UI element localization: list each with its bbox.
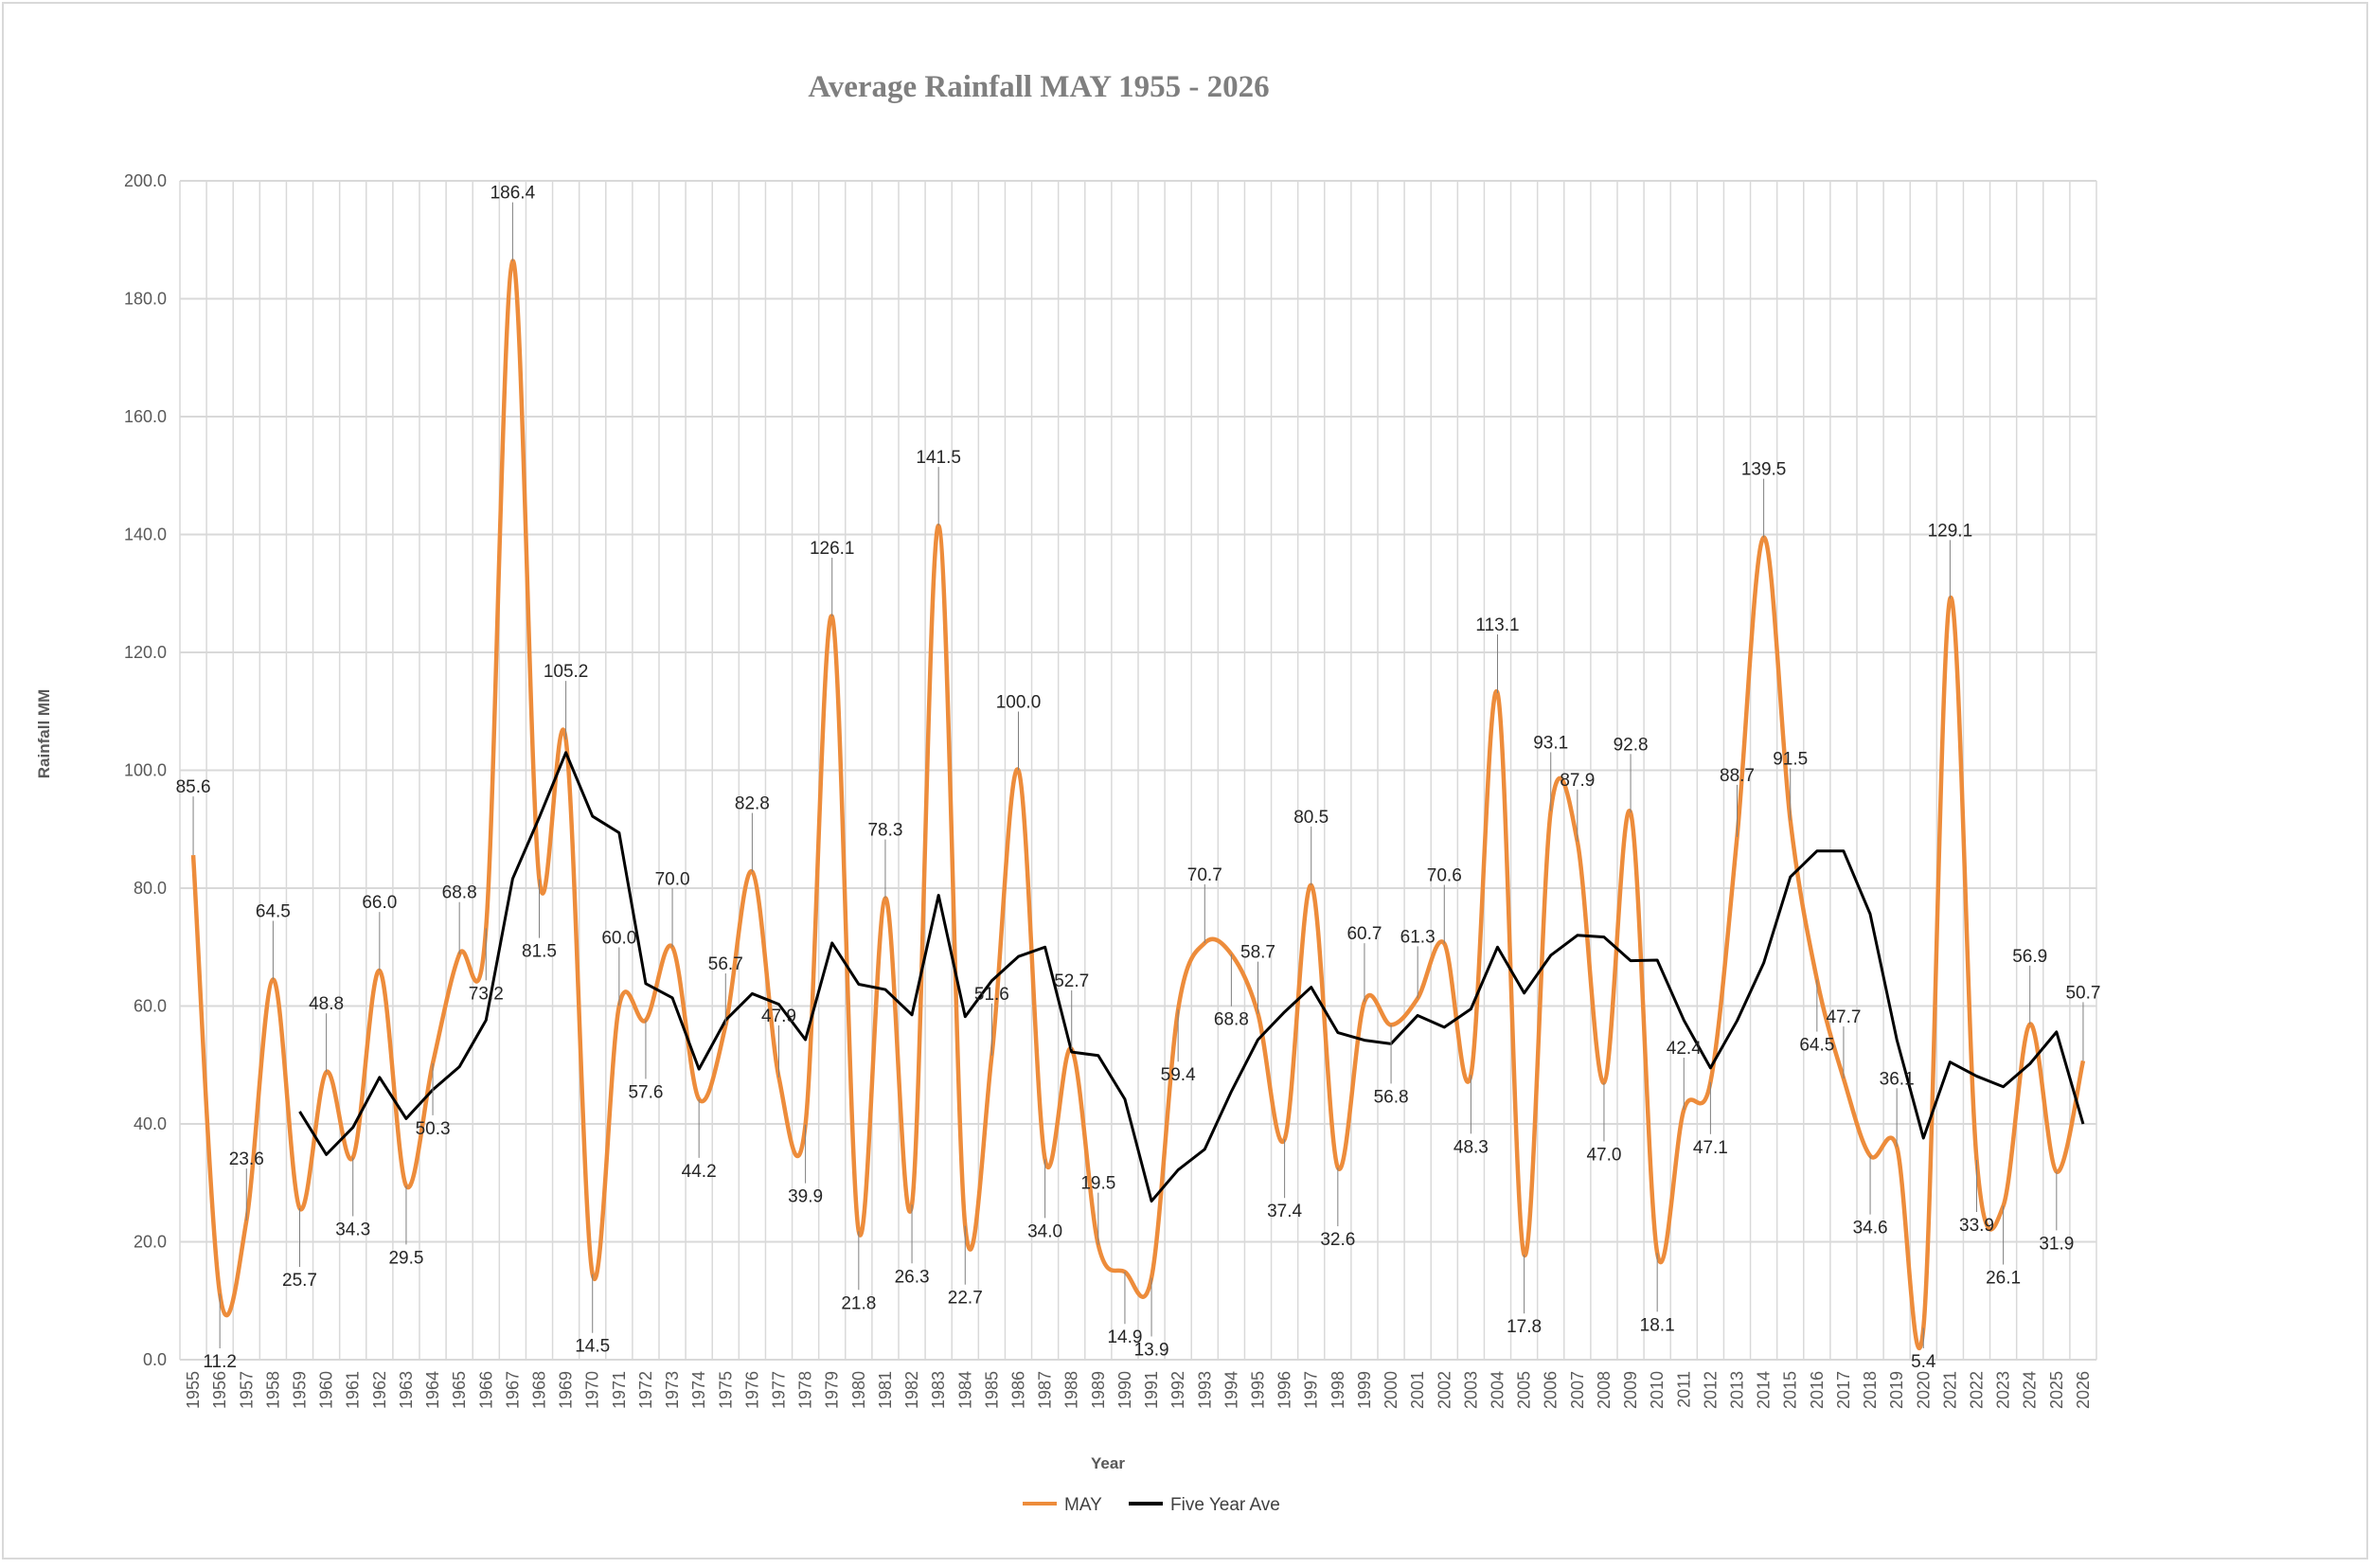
chart-border: [2, 2, 2368, 1559]
